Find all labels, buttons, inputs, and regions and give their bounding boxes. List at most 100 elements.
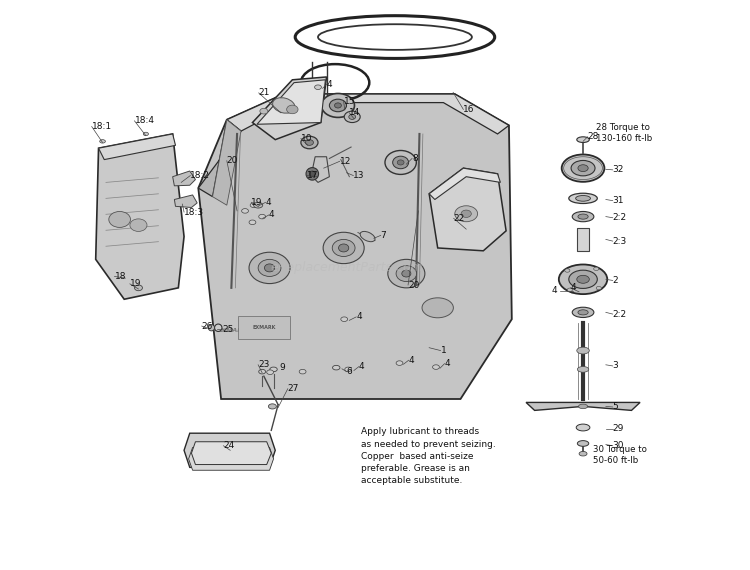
Ellipse shape <box>562 154 604 182</box>
Polygon shape <box>429 168 506 251</box>
Ellipse shape <box>594 267 598 271</box>
Polygon shape <box>96 134 184 299</box>
Text: 26: 26 <box>202 321 213 331</box>
Ellipse shape <box>254 202 262 208</box>
Polygon shape <box>253 77 326 140</box>
Ellipse shape <box>393 156 409 169</box>
Text: 18:2: 18:2 <box>190 171 210 180</box>
Text: 23: 23 <box>258 360 269 369</box>
Text: 25: 25 <box>222 325 233 334</box>
Text: 14: 14 <box>350 108 361 117</box>
Ellipse shape <box>249 252 290 283</box>
Ellipse shape <box>571 160 595 176</box>
Polygon shape <box>198 94 512 399</box>
Text: 2:2: 2:2 <box>613 310 627 319</box>
Ellipse shape <box>100 140 106 143</box>
Polygon shape <box>238 316 290 339</box>
Ellipse shape <box>214 324 222 332</box>
Text: 4: 4 <box>409 356 414 365</box>
Ellipse shape <box>332 239 355 256</box>
Ellipse shape <box>398 160 404 165</box>
Ellipse shape <box>286 105 298 113</box>
Ellipse shape <box>134 285 142 291</box>
Ellipse shape <box>568 193 597 203</box>
Polygon shape <box>257 80 326 124</box>
Ellipse shape <box>559 264 608 294</box>
Text: eReplacementParts.com: eReplacementParts.com <box>270 262 423 274</box>
Text: 22: 22 <box>454 214 465 223</box>
Ellipse shape <box>578 310 588 315</box>
Text: 4: 4 <box>266 198 272 207</box>
Ellipse shape <box>314 85 322 89</box>
Text: 21: 21 <box>259 88 270 97</box>
Ellipse shape <box>349 114 355 120</box>
Polygon shape <box>226 94 509 134</box>
Ellipse shape <box>569 288 576 293</box>
Ellipse shape <box>577 275 590 283</box>
Ellipse shape <box>265 264 274 272</box>
Polygon shape <box>212 120 241 205</box>
Polygon shape <box>191 442 272 465</box>
Ellipse shape <box>577 347 590 354</box>
Ellipse shape <box>268 404 277 409</box>
Ellipse shape <box>344 111 360 123</box>
Text: EXMARK: EXMARK <box>252 325 275 330</box>
Text: 4: 4 <box>445 359 450 368</box>
Ellipse shape <box>242 209 248 213</box>
Text: 4: 4 <box>269 210 274 219</box>
Ellipse shape <box>572 211 594 222</box>
Ellipse shape <box>130 219 147 231</box>
Text: 7: 7 <box>381 231 386 240</box>
Text: 28: 28 <box>587 132 599 141</box>
Text: 31: 31 <box>613 196 624 205</box>
Text: 8: 8 <box>412 154 418 163</box>
Ellipse shape <box>310 171 315 177</box>
Ellipse shape <box>360 231 375 242</box>
Text: 20: 20 <box>408 280 419 290</box>
Polygon shape <box>184 433 275 467</box>
Ellipse shape <box>433 365 439 369</box>
Text: 4: 4 <box>571 283 576 292</box>
Text: 4: 4 <box>359 362 364 371</box>
Text: 5: 5 <box>613 402 619 412</box>
Polygon shape <box>311 157 329 182</box>
Text: 16: 16 <box>464 105 475 114</box>
Text: 4: 4 <box>326 80 332 89</box>
Ellipse shape <box>259 369 266 374</box>
Ellipse shape <box>454 206 478 222</box>
Ellipse shape <box>143 132 148 136</box>
Ellipse shape <box>332 365 340 370</box>
Ellipse shape <box>251 203 257 207</box>
Text: 6: 6 <box>346 367 352 376</box>
Text: 18:1: 18:1 <box>92 122 112 131</box>
Ellipse shape <box>258 259 281 276</box>
Text: 18: 18 <box>115 272 126 281</box>
Ellipse shape <box>301 136 318 149</box>
Ellipse shape <box>323 233 364 263</box>
Text: 20: 20 <box>226 156 238 165</box>
Text: 24: 24 <box>224 441 235 450</box>
Ellipse shape <box>338 244 349 252</box>
Ellipse shape <box>565 269 570 272</box>
Text: 18:4: 18:4 <box>134 116 154 125</box>
Ellipse shape <box>340 317 348 321</box>
Ellipse shape <box>596 286 602 290</box>
Ellipse shape <box>334 103 341 108</box>
Polygon shape <box>98 134 176 160</box>
Text: 3: 3 <box>613 361 619 370</box>
Text: 2: 2 <box>613 276 618 285</box>
Ellipse shape <box>577 137 590 142</box>
Text: 18:3: 18:3 <box>184 207 204 217</box>
Text: 19: 19 <box>251 198 262 207</box>
Text: Apply lubricant to threads
as needed to prevent seizing.
Copper  based anti-seiz: Apply lubricant to threads as needed to … <box>361 428 496 485</box>
Ellipse shape <box>402 270 411 277</box>
Text: 13: 13 <box>353 171 364 180</box>
Text: 9: 9 <box>280 363 286 372</box>
Text: 2:2: 2:2 <box>613 213 627 222</box>
Polygon shape <box>172 171 196 186</box>
Text: 15: 15 <box>344 97 355 106</box>
Text: EXMARK: EXMARK <box>217 328 248 333</box>
Ellipse shape <box>249 220 256 225</box>
Ellipse shape <box>576 424 590 431</box>
Ellipse shape <box>385 150 416 174</box>
